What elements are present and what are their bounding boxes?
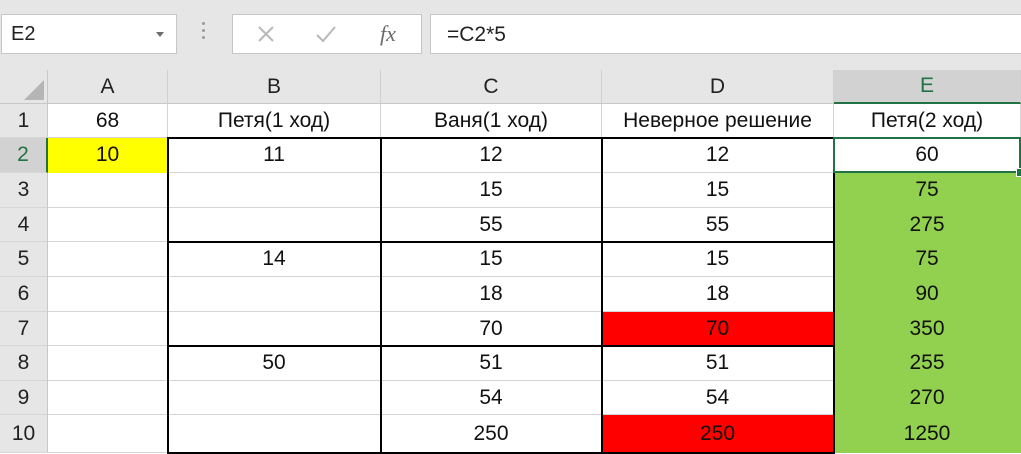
column-header-a[interactable]: A — [48, 70, 168, 104]
row-header-2[interactable]: 2 — [0, 138, 48, 173]
cell-c3[interactable]: 15 — [381, 173, 602, 208]
column-header-b[interactable]: B — [168, 70, 381, 104]
cell-e9[interactable]: 270 — [834, 381, 1021, 415]
cell-a6[interactable] — [48, 277, 168, 312]
column-header-e[interactable]: E — [834, 70, 1021, 104]
cell-c6[interactable]: 18 — [381, 277, 602, 312]
cell-b1[interactable]: Петя(1 ход) — [168, 104, 381, 138]
fill-handle[interactable] — [1016, 168, 1021, 177]
cell-c5[interactable]: 15 — [381, 242, 602, 277]
column-header-d[interactable]: D — [602, 70, 834, 104]
drag-handle-icon[interactable] — [202, 22, 206, 44]
cell-b7[interactable] — [168, 312, 381, 346]
chevron-down-icon[interactable] — [156, 32, 164, 37]
cell-e8[interactable]: 255 — [834, 346, 1021, 381]
formula-bar-area: E2 fx =C2*5 — [0, 0, 1021, 70]
enter-button[interactable] — [301, 15, 351, 53]
table-border-horizontal — [167, 345, 835, 347]
cell-a8[interactable] — [48, 346, 168, 381]
cell-c9[interactable]: 54 — [381, 381, 602, 415]
cell-a3[interactable] — [48, 173, 168, 208]
cell-b10[interactable] — [168, 415, 381, 453]
cell-b4[interactable] — [168, 208, 381, 242]
cell-a10[interactable] — [48, 415, 168, 453]
cell-d5[interactable]: 15 — [602, 242, 834, 277]
row-header-9[interactable]: 9 — [0, 381, 48, 415]
row-header-8[interactable]: 8 — [0, 346, 48, 381]
cell-d6[interactable]: 18 — [602, 277, 834, 312]
column-header-c[interactable]: C — [381, 70, 602, 104]
close-icon — [258, 26, 274, 42]
select-all-icon — [24, 80, 44, 100]
active-cell-selection[interactable] — [833, 137, 1021, 173]
formula-buttons: fx — [232, 14, 422, 54]
cell-a2[interactable]: 10 — [48, 138, 168, 173]
row-header-4[interactable]: 4 — [0, 208, 48, 242]
cell-e10[interactable]: 1250 — [834, 415, 1021, 453]
cell-d3[interactable]: 15 — [602, 173, 834, 208]
cell-a4[interactable] — [48, 208, 168, 242]
cell-d8[interactable]: 51 — [602, 346, 834, 381]
cell-a1[interactable]: 68 — [48, 104, 168, 138]
insert-function-button[interactable]: fx — [363, 15, 413, 53]
cell-e4[interactable]: 275 — [834, 208, 1021, 242]
cell-d10[interactable]: 250 — [602, 415, 834, 453]
table-border-vertical — [833, 137, 835, 453]
cell-e5[interactable]: 75 — [834, 242, 1021, 277]
function-icon: fx — [380, 21, 396, 46]
formula-input[interactable]: =C2*5 — [430, 14, 1021, 54]
cell-b8[interactable]: 50 — [168, 346, 381, 381]
name-box-value: E2 — [11, 23, 36, 45]
cell-a5[interactable] — [48, 242, 168, 277]
name-box[interactable]: E2 — [1, 14, 177, 54]
table-border-horizontal — [167, 137, 835, 139]
cell-d1[interactable]: Неверное решение — [602, 104, 834, 138]
cell-b9[interactable] — [168, 381, 381, 415]
cell-c10[interactable]: 250 — [381, 415, 602, 453]
cell-b3[interactable] — [168, 173, 381, 208]
cell-c4[interactable]: 55 — [381, 208, 602, 242]
row-header-7[interactable]: 7 — [0, 312, 48, 346]
row-header-6[interactable]: 6 — [0, 277, 48, 312]
cell-b2[interactable]: 11 — [168, 138, 381, 173]
cell-e3[interactable]: 75 — [834, 173, 1021, 208]
spreadsheet-grid: A B C D E 1 2 3 4 5 6 7 8 9 10 68 Петя(1 ход) Ваня(1 ход)… — [0, 70, 1021, 454]
cell-e1[interactable]: Петя(2 ход) — [834, 104, 1021, 138]
cell-e7[interactable]: 350 — [834, 312, 1021, 346]
row-header-10[interactable]: 10 — [0, 415, 48, 453]
cancel-button[interactable] — [241, 15, 291, 53]
cell-d4[interactable]: 55 — [602, 208, 834, 242]
cell-e6[interactable]: 90 — [834, 277, 1021, 312]
formula-text: =C2*5 — [447, 23, 506, 46]
row-header-3[interactable]: 3 — [0, 173, 48, 208]
cell-d9[interactable]: 54 — [602, 381, 834, 415]
select-all-button[interactable] — [0, 70, 48, 104]
table-border-vertical — [380, 137, 382, 453]
table-border-vertical — [601, 137, 603, 453]
cell-a7[interactable] — [48, 312, 168, 346]
cell-b6[interactable] — [168, 277, 381, 312]
cell-a9[interactable] — [48, 381, 168, 415]
cell-c1[interactable]: Ваня(1 ход) — [381, 104, 602, 138]
check-icon — [316, 26, 336, 43]
row-header-5[interactable]: 5 — [0, 242, 48, 277]
cell-c7[interactable]: 70 — [381, 312, 602, 346]
table-border-horizontal — [167, 241, 835, 243]
cell-c2[interactable]: 12 — [381, 138, 602, 173]
row-header-1[interactable]: 1 — [0, 104, 48, 138]
cell-d2[interactable]: 12 — [602, 138, 834, 173]
table-border-vertical — [167, 137, 169, 453]
cell-d7[interactable]: 70 — [602, 312, 834, 346]
cell-b5[interactable]: 14 — [168, 242, 381, 277]
cell-c8[interactable]: 51 — [381, 346, 602, 381]
